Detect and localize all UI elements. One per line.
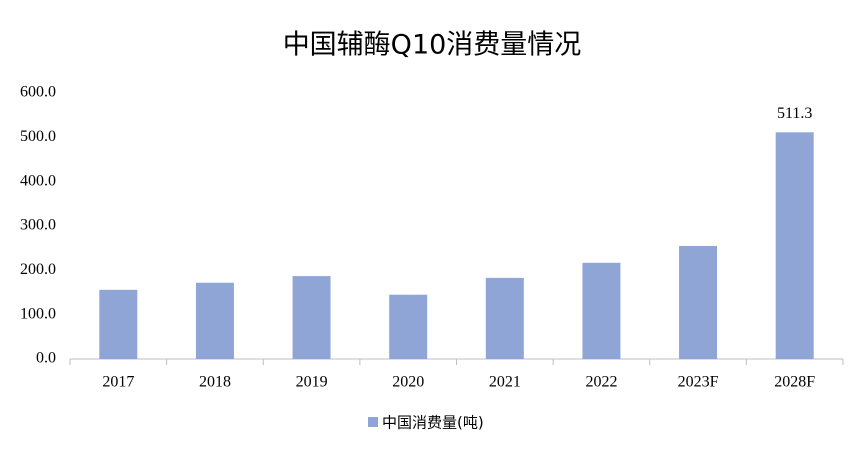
bar (99, 289, 138, 359)
x-tick-label: 2018 (199, 374, 231, 391)
bar (679, 245, 718, 359)
x-tick-label: 2023F (678, 374, 719, 391)
y-tick-label: 400.0 (20, 172, 56, 189)
y-tick-label: 600.0 (20, 84, 56, 101)
bar (485, 277, 524, 359)
x-tick-label: 2028F (774, 374, 815, 391)
y-tick-label: 200.0 (20, 261, 56, 278)
bar (195, 282, 234, 359)
y-tick-label: 300.0 (20, 217, 56, 234)
y-tick-label: 100.0 (20, 305, 56, 322)
bar (582, 262, 621, 359)
y-tick-label: 0.0 (36, 350, 56, 367)
x-tick-label: 2021 (489, 374, 521, 391)
bar (389, 294, 428, 359)
x-tick-label: 2022 (585, 374, 617, 391)
x-tick-label: 2019 (296, 374, 328, 391)
bar (775, 132, 814, 359)
chart-title: 中国辅酶Q10消费量情况 (283, 30, 582, 61)
x-tick-label: 2017 (102, 374, 134, 391)
legend-swatch (368, 417, 378, 427)
x-tick-label: 2020 (392, 374, 424, 391)
data-label: 511.3 (777, 105, 812, 122)
y-tick-label: 500.0 (20, 128, 56, 145)
legend-text: 中国消费量(吨) (382, 414, 484, 432)
bar (292, 276, 331, 359)
